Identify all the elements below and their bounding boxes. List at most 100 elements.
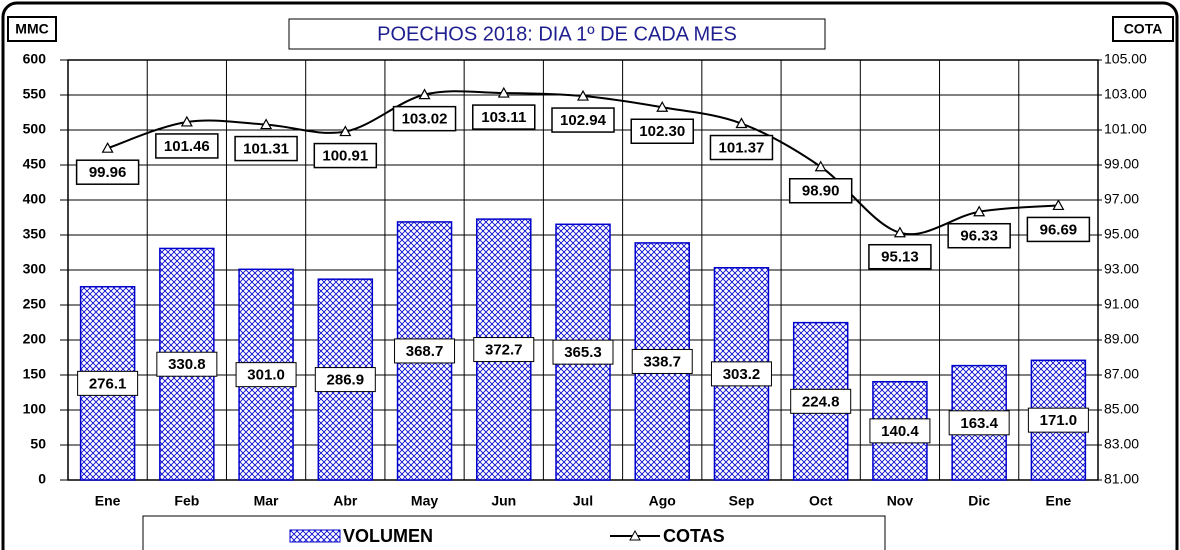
marker [814,160,827,172]
x-tick-label: Sep [729,493,755,509]
value-label-box [313,142,378,169]
value-label: 103.02 [402,111,448,128]
y2-tick-label: 85.00 [1104,401,1139,417]
marker [101,141,114,153]
y-tick-label: 400 [23,191,47,207]
marker [973,205,986,217]
y-tick-label: 300 [23,261,47,277]
value-label-box [235,362,297,388]
value-label-box [75,159,140,185]
y-tick-label: 500 [23,121,47,137]
x-tick-label: May [411,493,438,509]
marker [576,89,590,101]
y-tick-label: 600 [23,51,47,67]
value-label: 301.0 [247,367,285,384]
y-tick-label: 250 [23,296,47,312]
value-label: 372.7 [485,342,523,359]
value-label-box [552,339,614,365]
value-label-box [472,104,536,130]
value-label: 140.4 [881,423,919,440]
y2-tick-label: 81.00 [1104,471,1139,487]
y-tick-label: 0 [38,471,46,487]
marker [180,115,193,127]
value-label-box [314,367,376,393]
y2-tick-label: 105.00 [1104,51,1147,67]
y-tick-label: 200 [23,331,47,347]
value-label: 101.37 [719,139,765,156]
value-label-box [155,133,219,159]
value-label-box [710,361,772,387]
value-label: 330.8 [168,356,206,373]
value-label: 368.7 [406,343,444,360]
value-label-box [156,351,218,377]
y2-tick-label: 99.00 [1104,156,1139,172]
y2-tick-label: 101.00 [1104,121,1147,137]
value-label: 102.94 [560,112,607,129]
x-tick-label: Jun [491,493,516,509]
x-tick-label: Mar [254,493,279,509]
y2-tick-label: 103.00 [1104,86,1147,102]
value-label: 101.46 [164,138,210,155]
value-label: 338.7 [643,353,681,370]
value-label: 276.1 [89,375,127,392]
value-label-box [869,418,931,444]
x-tick-label: Ago [649,493,676,509]
value-label-box [631,348,693,374]
x-tick-label: Abr [333,493,358,509]
marker [893,226,906,238]
y-tick-label: 550 [23,86,47,102]
marker [735,117,748,129]
legend-swatch [289,529,341,543]
value-label: 365.3 [564,344,602,361]
legend-marker [629,529,641,541]
value-label: 95.13 [881,249,919,266]
value-label-box [473,337,535,363]
legend-label: VOLUMEN [343,526,433,546]
chart-title: POECHOS 2018: DIA 1º DE CADA MES [377,23,737,45]
value-label-box [630,118,694,144]
value-label-box [1027,407,1089,433]
y2-tick-label: 91.00 [1104,296,1139,312]
y2-tick-label: 97.00 [1104,191,1139,207]
value-label-box [947,222,1011,249]
value-label: 96.33 [960,228,998,245]
y-tick-label: 350 [23,226,47,242]
value-label: 99.96 [89,164,127,181]
x-tick-label: Feb [174,493,199,509]
y2-tick-label: 83.00 [1104,436,1139,452]
value-label: 102.30 [639,123,685,140]
x-tick-label: Ene [95,493,121,509]
y2-axis-label: COTA [1124,21,1163,37]
marker [418,88,431,100]
value-label: 98.90 [802,183,840,200]
x-tick-label: Dic [968,493,990,509]
marker [656,101,669,112]
y-tick-label: 100 [23,401,47,417]
legend-label: COTAS [663,526,725,546]
value-label: 286.9 [327,372,365,389]
value-label: 96.69 [1040,221,1078,238]
value-label-box [234,135,298,162]
marker [1052,199,1065,211]
y2-tick-label: 89.00 [1104,331,1139,347]
value-label-box [77,370,139,396]
value-label-box [948,410,1010,436]
value-label-box [790,388,852,414]
y-axis-label: MMC [15,21,48,37]
value-label-box [709,134,774,161]
y-tick-label: 50 [30,436,46,452]
value-label-box [1026,216,1091,243]
legend-box [142,515,886,550]
marker [497,86,510,98]
value-label: 103.11 [481,109,526,126]
x-tick-label: Oct [809,493,833,509]
value-label-box [394,338,456,364]
value-label: 163.4 [960,415,998,432]
y2-tick-label: 93.00 [1104,261,1139,277]
x-tick-label: Jul [573,493,593,509]
y-tick-label: 450 [23,156,47,172]
y-label-box [7,16,57,42]
value-label-box [788,178,853,204]
